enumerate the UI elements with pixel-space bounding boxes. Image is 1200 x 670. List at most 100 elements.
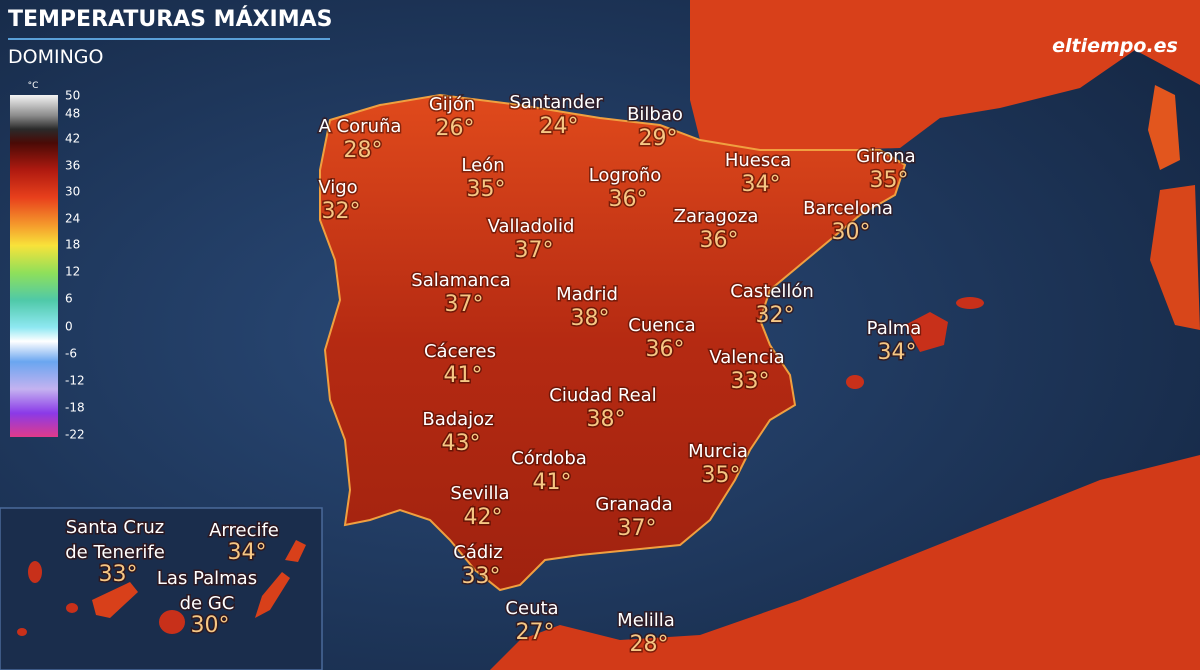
city-temp: 34° [878, 340, 917, 365]
legend-tick-label: 48 [65, 107, 80, 121]
city-temp: 34° [228, 540, 267, 565]
subtitle: DOMINGO [8, 46, 103, 68]
city-name: Melilla [617, 610, 675, 631]
city-name: Valladolid [488, 216, 575, 237]
city-name: Girona [856, 146, 915, 167]
city-temp: 32° [322, 199, 361, 224]
city-name: A Coruña [319, 116, 402, 137]
city-temp: 38° [587, 407, 626, 432]
city-name: Santander [509, 92, 603, 113]
city-name: Ciudad Real [549, 385, 656, 406]
city-name: León [461, 155, 504, 176]
city-temp: 37° [618, 516, 657, 541]
city-name: Ceuta [505, 598, 558, 619]
legend-unit: °C [28, 81, 39, 91]
el-hierro [17, 628, 27, 636]
la-palma [28, 561, 42, 583]
mallorca [905, 312, 948, 352]
fuerteventura [255, 572, 290, 618]
city-temp: 30° [832, 220, 871, 245]
city-name: Zaragoza [674, 206, 759, 227]
legend-scale [10, 95, 58, 437]
city-name: Castellón [730, 281, 814, 302]
city-temp: 41° [444, 363, 483, 388]
city-temp: 28° [344, 138, 383, 163]
corsica [1148, 85, 1180, 170]
city-temp: 29° [639, 126, 678, 151]
tenerife [92, 582, 138, 618]
city-temp: 33° [731, 369, 770, 394]
city-temp: 26° [436, 116, 475, 141]
city-name: Cáceres [424, 341, 496, 362]
city-name: Barcelona [803, 198, 893, 219]
legend-tick-label: 50 [65, 89, 80, 103]
city-temp: 35° [870, 168, 909, 193]
city-temp: 36° [609, 187, 648, 212]
ibiza [846, 375, 864, 389]
legend-tick-label: 30 [65, 185, 80, 199]
city-name: Badajoz [422, 409, 493, 430]
city-name: Cuenca [628, 315, 695, 336]
city-temp: 35° [467, 177, 506, 202]
city-temp: 36° [646, 337, 685, 362]
legend-tick-label: -18 [65, 401, 85, 415]
city-temp: 42° [464, 505, 503, 530]
city-name: Palma [867, 318, 922, 339]
city-name: Logroño [589, 165, 662, 186]
city-temp: 37° [445, 292, 484, 317]
city-temp: 30° [191, 613, 230, 638]
sardinia [1150, 185, 1200, 330]
legend-tick-label: -12 [65, 374, 85, 388]
title: TEMPERATURAS MÁXIMAS [8, 6, 333, 32]
brand: eltiempo.es [1052, 35, 1178, 57]
city-name: Granada [595, 494, 672, 515]
legend-tick-label: -22 [65, 428, 85, 442]
city-name: Sevilla [450, 483, 509, 504]
city-temp: 33° [99, 562, 138, 587]
city-name: Bilbao [627, 104, 683, 125]
iberia [319, 93, 907, 592]
city-temp: 32° [756, 303, 795, 328]
legend-tick-label: 12 [65, 265, 80, 279]
city-temp: 43° [442, 431, 481, 456]
city-temp: 37° [515, 238, 554, 263]
city-name: Valencia [709, 347, 784, 368]
city-name: Huesca [725, 150, 791, 171]
city-temp: 38° [571, 306, 610, 331]
city-name: Murcia [688, 441, 748, 462]
city-name: de Tenerife [65, 542, 165, 563]
city-name: Gijón [429, 94, 475, 115]
city-temp: 35° [702, 463, 741, 488]
legend-tick-label: 42 [65, 132, 80, 146]
city-temp: 27° [516, 620, 555, 645]
city-temp: 33° [462, 564, 501, 589]
city-name: Cádiz [453, 542, 502, 563]
city-name: de GC [180, 593, 235, 614]
lanzarote [285, 540, 306, 562]
legend-tick-label: 18 [65, 238, 80, 252]
legend-tick-label: 0 [65, 320, 73, 334]
city-name: Las Palmas [157, 568, 257, 589]
legend-tick-label: 24 [65, 212, 80, 226]
africa [490, 455, 1200, 670]
legend-tick-label: 6 [65, 292, 73, 306]
legend-tick-label: -6 [65, 347, 77, 361]
city-name: Arrecife [209, 520, 279, 541]
city-name: Vigo [318, 177, 357, 198]
city-name: Salamanca [411, 270, 510, 291]
city-name: Madrid [556, 284, 618, 305]
city-temp: 36° [700, 228, 739, 253]
city-name: Santa Cruz [66, 517, 165, 538]
legend-tick-label: 36 [65, 159, 80, 173]
legend-ticks: 50 48 42 36 30 24 18 12 6 0 -6 -12 -18 -22 [65, 89, 85, 442]
city-temp: 28° [630, 632, 669, 657]
city-temp: 34° [742, 172, 781, 197]
menorca [956, 297, 984, 309]
city-temp: 24° [540, 114, 579, 139]
gran-canaria [159, 610, 185, 634]
france [690, 0, 1200, 150]
city-name: Córdoba [511, 448, 587, 469]
